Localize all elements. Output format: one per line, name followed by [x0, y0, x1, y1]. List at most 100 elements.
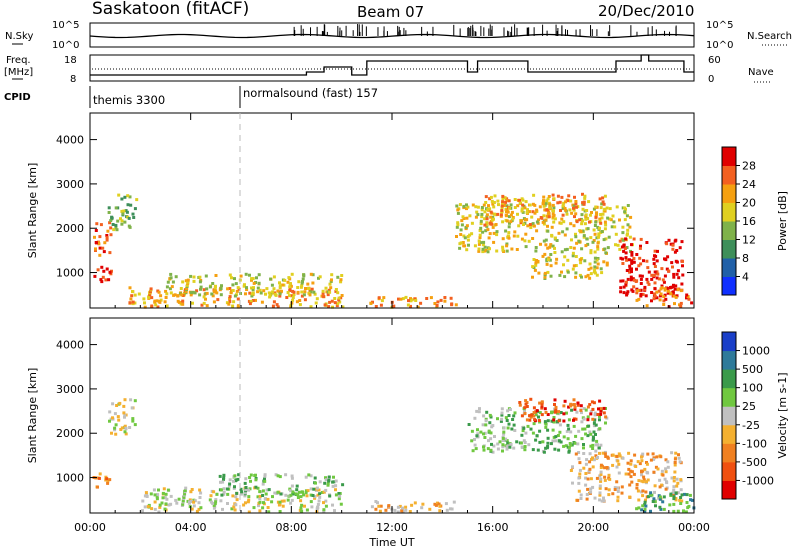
- velocity-pixel: [569, 430, 573, 434]
- velocity-pixel: [398, 504, 402, 508]
- velocity-pixel: [237, 473, 241, 477]
- power-pixel: [508, 221, 511, 225]
- power-pixel: [111, 223, 115, 226]
- power-pixel: [340, 274, 344, 277]
- velocity-pixel: [400, 509, 404, 513]
- power-pixel: [580, 213, 584, 217]
- velocity-pixel: [569, 469, 573, 472]
- velocity-pixel: [482, 445, 485, 449]
- velocity-pixel: [299, 499, 303, 503]
- velocity-pixel: [641, 494, 645, 498]
- power-pixel: [618, 218, 621, 222]
- power-pixel: [123, 220, 127, 224]
- power-pixel: [572, 264, 576, 268]
- power-pixel: [543, 271, 547, 275]
- velocity-pixel: [583, 427, 587, 431]
- velocity-pixel: [582, 466, 586, 470]
- velocity-pixel: [470, 439, 474, 443]
- power-pixel: [535, 208, 539, 212]
- velocity-pixel: [640, 459, 644, 463]
- velocity-pixel: [248, 476, 252, 479]
- velocity-pixel: [557, 439, 561, 443]
- velocity-pixel: [181, 502, 185, 506]
- velocity-pixel: [571, 465, 574, 469]
- velocity-pixel: [324, 499, 328, 503]
- velocity-pixel: [233, 485, 236, 489]
- velocity-pixel: [662, 507, 666, 511]
- velocity-pixel: [536, 448, 540, 452]
- velocity-pixel: [645, 480, 648, 484]
- velocity-pixel: [529, 397, 533, 401]
- velocity-pixel: [489, 431, 493, 435]
- velocity-pixel: [538, 429, 542, 433]
- velocity-pixel: [496, 447, 500, 451]
- power-pixel: [339, 296, 343, 300]
- power-pixel: [589, 272, 593, 276]
- velocity-pixel: [534, 413, 538, 417]
- power-pixel: [484, 195, 488, 199]
- velocity-pixel: [559, 411, 563, 414]
- power-pixel: [239, 274, 243, 278]
- velocity-pixel: [105, 477, 109, 481]
- power-colorbar-swatch: [722, 221, 736, 240]
- power-pixel: [149, 287, 153, 291]
- power-pixel: [192, 275, 196, 279]
- velocity-pixel: [552, 416, 556, 419]
- velocity-pixel: [579, 408, 583, 412]
- power-pixel: [399, 297, 403, 301]
- velocity-pixel: [587, 469, 591, 473]
- power-pixel: [475, 210, 479, 214]
- velocity-pixel: [303, 504, 306, 508]
- power-pixel: [120, 219, 124, 223]
- power-pixel: [310, 287, 314, 291]
- velocity-pixel: [258, 494, 262, 498]
- power-pixel: [148, 293, 152, 297]
- power-pixel: [526, 224, 530, 228]
- power-pixel: [633, 278, 636, 282]
- nsky-right-bottom-tick: 10^0: [706, 40, 733, 51]
- power-pixel: [157, 290, 161, 294]
- power-pixel: [596, 225, 600, 229]
- velocity-pixel: [284, 493, 288, 497]
- velocity-pixel: [153, 493, 157, 497]
- power-pixel: [603, 209, 607, 213]
- power-pixel: [495, 233, 499, 237]
- velocity-pixel: [637, 506, 641, 510]
- power-pixel: [506, 210, 510, 214]
- power-pixel: [309, 290, 313, 294]
- velocity-pixel: [566, 423, 570, 427]
- power-pixel: [544, 218, 548, 222]
- velocity-pixel: [370, 505, 374, 509]
- power-pixel: [593, 268, 597, 272]
- velocity-pixel: [309, 474, 313, 478]
- power-pixel: [626, 290, 630, 294]
- power-pixel: [103, 241, 107, 245]
- power-pixel: [333, 301, 337, 305]
- beam-label: Beam 07: [357, 3, 424, 21]
- velocity-pixel: [209, 494, 213, 498]
- power-pixel: [480, 241, 484, 245]
- power-pixel: [189, 293, 193, 297]
- power-pixel: [483, 217, 487, 221]
- velocity-pixel: [244, 486, 248, 489]
- velocity-pixel: [523, 409, 526, 413]
- velocity-pixel: [633, 453, 637, 457]
- velocity-pixel: [661, 500, 665, 504]
- power-pixel: [465, 224, 469, 228]
- power-pixel: [534, 246, 538, 249]
- power-pixel: [608, 207, 612, 211]
- velocity-pixel: [644, 504, 648, 508]
- velocity-pixel: [672, 485, 676, 489]
- velocity-pixel: [254, 478, 258, 482]
- power-pixel: [470, 232, 474, 236]
- power-pixel: [653, 270, 657, 274]
- power-pixel: [460, 223, 464, 227]
- power-pixel: [554, 261, 558, 265]
- velocity-pixel: [232, 479, 235, 483]
- velocity-pixel: [678, 498, 682, 502]
- power-pixel: [461, 215, 465, 219]
- power-pixel: [106, 229, 110, 233]
- power-pixel: [271, 290, 275, 294]
- power-pixel: [522, 223, 525, 226]
- velocity-colorbar-swatch: [722, 350, 736, 370]
